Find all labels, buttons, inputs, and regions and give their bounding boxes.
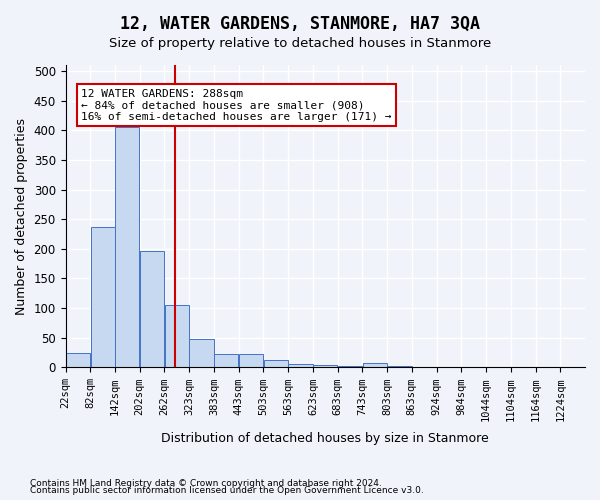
Bar <box>239 354 263 368</box>
Bar <box>263 360 288 368</box>
Bar <box>487 367 511 368</box>
Bar <box>66 352 90 368</box>
Bar <box>388 366 412 368</box>
Bar <box>190 339 214 368</box>
Text: Contains HM Land Registry data © Crown copyright and database right 2024.: Contains HM Land Registry data © Crown c… <box>30 478 382 488</box>
Text: Size of property relative to detached houses in Stanmore: Size of property relative to detached ho… <box>109 38 491 51</box>
Bar <box>313 365 337 368</box>
X-axis label: Distribution of detached houses by size in Stanmore: Distribution of detached houses by size … <box>161 432 489 445</box>
Bar <box>115 128 139 368</box>
Bar <box>362 364 387 368</box>
Bar <box>289 364 313 368</box>
Bar <box>412 367 436 368</box>
Bar <box>338 366 362 368</box>
Bar <box>165 305 189 368</box>
Text: 12 WATER GARDENS: 288sqm
← 84% of detached houses are smaller (908)
16% of semi-: 12 WATER GARDENS: 288sqm ← 84% of detach… <box>81 88 392 122</box>
Y-axis label: Number of detached properties: Number of detached properties <box>15 118 28 314</box>
Text: Contains public sector information licensed under the Open Government Licence v3: Contains public sector information licen… <box>30 486 424 495</box>
Bar <box>461 367 486 368</box>
Bar <box>140 250 164 368</box>
Bar <box>214 354 238 368</box>
Bar <box>560 367 585 368</box>
Bar <box>437 367 461 368</box>
Text: 12, WATER GARDENS, STANMORE, HA7 3QA: 12, WATER GARDENS, STANMORE, HA7 3QA <box>120 15 480 33</box>
Bar <box>91 227 115 368</box>
